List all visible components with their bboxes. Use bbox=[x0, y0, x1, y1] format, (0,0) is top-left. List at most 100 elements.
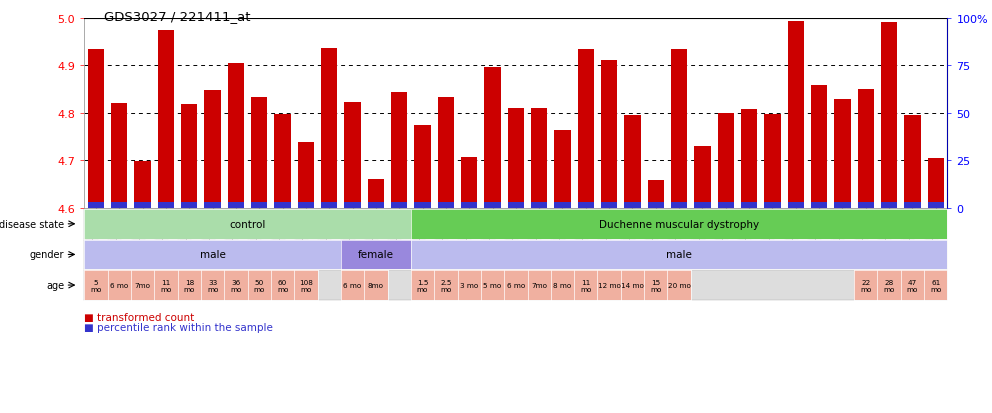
Text: 6 mo: 6 mo bbox=[343, 282, 362, 288]
Text: 36
mo: 36 mo bbox=[230, 279, 242, 292]
Bar bbox=[601, 60, 617, 209]
Bar bbox=[344, 203, 361, 209]
Text: 18
mo: 18 mo bbox=[184, 279, 195, 292]
Bar bbox=[694, 147, 710, 209]
Bar bbox=[368, 179, 384, 209]
Bar bbox=[671, 50, 687, 209]
Bar bbox=[135, 203, 151, 209]
Text: ■ percentile rank within the sample: ■ percentile rank within the sample bbox=[84, 322, 273, 332]
Bar bbox=[881, 23, 897, 209]
Text: 7mo: 7mo bbox=[531, 282, 548, 288]
Bar bbox=[904, 116, 921, 209]
Bar bbox=[508, 203, 524, 209]
Bar bbox=[228, 64, 244, 209]
Text: control: control bbox=[229, 219, 266, 229]
Bar bbox=[111, 203, 127, 209]
Text: 15
mo: 15 mo bbox=[650, 279, 662, 292]
Text: gender: gender bbox=[30, 250, 64, 260]
Bar bbox=[391, 203, 408, 209]
Bar bbox=[182, 105, 197, 209]
Bar bbox=[437, 203, 454, 209]
Text: 12 mo: 12 mo bbox=[598, 282, 621, 288]
Bar bbox=[601, 203, 617, 209]
Bar bbox=[764, 114, 781, 209]
Bar bbox=[694, 203, 710, 209]
Bar bbox=[788, 22, 804, 209]
Bar bbox=[88, 50, 104, 209]
Bar bbox=[577, 203, 594, 209]
Bar bbox=[275, 203, 291, 209]
Bar bbox=[437, 98, 454, 209]
Text: 61
mo: 61 mo bbox=[930, 279, 941, 292]
Text: 108
mo: 108 mo bbox=[299, 279, 312, 292]
Text: 6 mo: 6 mo bbox=[507, 282, 525, 288]
Bar bbox=[228, 203, 244, 209]
Bar bbox=[88, 203, 104, 209]
Bar bbox=[788, 203, 804, 209]
Text: 22
mo: 22 mo bbox=[860, 279, 871, 292]
Bar bbox=[391, 93, 408, 209]
Bar bbox=[904, 203, 921, 209]
Bar bbox=[251, 97, 268, 209]
Text: age: age bbox=[47, 280, 64, 290]
Bar bbox=[368, 203, 384, 209]
Bar bbox=[204, 203, 221, 209]
Bar bbox=[648, 203, 664, 209]
Bar bbox=[298, 203, 314, 209]
Bar bbox=[671, 203, 687, 209]
Bar bbox=[461, 203, 477, 209]
Bar bbox=[717, 203, 734, 209]
Bar bbox=[135, 162, 151, 209]
Bar bbox=[717, 114, 734, 209]
Bar bbox=[298, 143, 314, 209]
Bar bbox=[111, 104, 127, 209]
Bar bbox=[624, 203, 641, 209]
Bar bbox=[484, 203, 501, 209]
Text: Duchenne muscular dystrophy: Duchenne muscular dystrophy bbox=[599, 219, 759, 229]
Bar bbox=[415, 126, 431, 209]
Text: 5
mo: 5 mo bbox=[90, 279, 101, 292]
Bar bbox=[555, 203, 570, 209]
Text: 2.5
mo: 2.5 mo bbox=[440, 279, 451, 292]
Text: 33
mo: 33 mo bbox=[207, 279, 218, 292]
Text: 28
mo: 28 mo bbox=[883, 279, 895, 292]
Bar bbox=[321, 203, 337, 209]
Bar bbox=[857, 89, 874, 209]
Text: ■ transformed count: ■ transformed count bbox=[84, 312, 194, 322]
Text: 20 mo: 20 mo bbox=[668, 282, 690, 288]
Text: 50
mo: 50 mo bbox=[254, 279, 265, 292]
Bar bbox=[275, 114, 291, 209]
Bar bbox=[881, 203, 897, 209]
Bar bbox=[321, 48, 337, 209]
Text: 14 mo: 14 mo bbox=[621, 282, 644, 288]
Text: disease state: disease state bbox=[0, 219, 64, 229]
Bar bbox=[810, 203, 827, 209]
Bar bbox=[624, 116, 641, 209]
Bar bbox=[928, 158, 943, 209]
Bar bbox=[741, 203, 757, 209]
Bar bbox=[648, 180, 664, 209]
Bar bbox=[531, 203, 548, 209]
Bar bbox=[834, 100, 850, 209]
Bar bbox=[531, 109, 548, 209]
Text: 6 mo: 6 mo bbox=[110, 282, 128, 288]
Bar bbox=[251, 203, 268, 209]
Bar bbox=[508, 109, 524, 209]
Bar bbox=[810, 86, 827, 209]
Text: 60
mo: 60 mo bbox=[277, 279, 289, 292]
Bar bbox=[555, 131, 570, 209]
Bar bbox=[834, 203, 850, 209]
Text: 5 mo: 5 mo bbox=[483, 282, 502, 288]
Bar bbox=[741, 110, 757, 209]
Text: 1.5
mo: 1.5 mo bbox=[417, 279, 429, 292]
Bar bbox=[857, 203, 874, 209]
Text: 11
mo: 11 mo bbox=[580, 279, 591, 292]
Bar bbox=[928, 203, 943, 209]
Text: 47
mo: 47 mo bbox=[907, 279, 918, 292]
Bar bbox=[764, 203, 781, 209]
Bar bbox=[158, 31, 175, 209]
Text: 3 mo: 3 mo bbox=[460, 282, 478, 288]
Bar bbox=[158, 203, 175, 209]
Text: female: female bbox=[358, 250, 394, 260]
Text: 7mo: 7mo bbox=[135, 282, 151, 288]
